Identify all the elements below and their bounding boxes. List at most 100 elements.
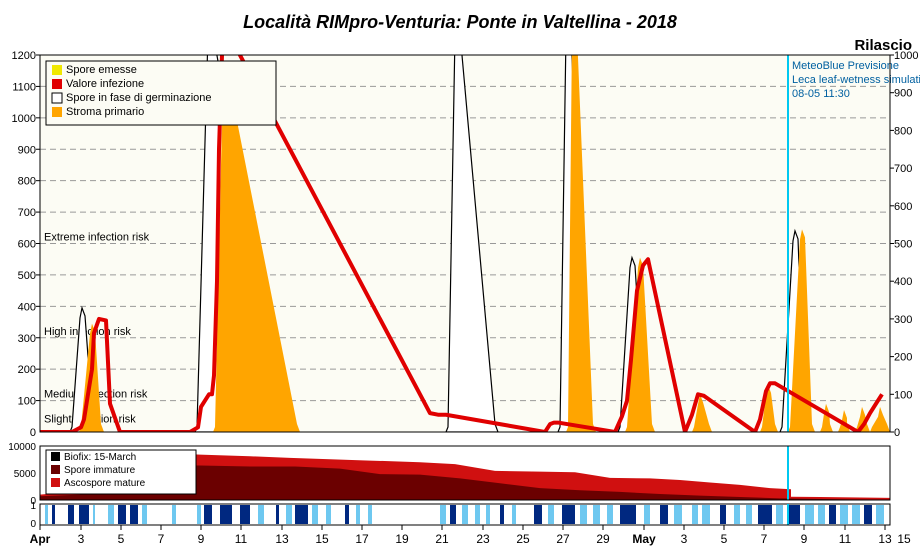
rain-bar bbox=[674, 505, 682, 524]
svg-text:0: 0 bbox=[30, 519, 36, 530]
ytick-right: 500 bbox=[894, 239, 912, 251]
xtick-label: May bbox=[632, 532, 656, 546]
xtick-label: 5 bbox=[118, 532, 125, 546]
rain-bar bbox=[142, 505, 147, 524]
ytick-right: 600 bbox=[894, 201, 912, 213]
rain-bar bbox=[734, 505, 740, 524]
sub-ytick: 10000 bbox=[8, 442, 36, 453]
rain-bar bbox=[692, 505, 698, 524]
rain-bar bbox=[240, 505, 250, 524]
legend-label: Ascospore mature bbox=[64, 478, 146, 489]
svg-text:1: 1 bbox=[30, 501, 36, 512]
rain-bar bbox=[220, 505, 232, 524]
forecast-text: 08-05 11:30 bbox=[792, 88, 850, 100]
xtick-label: 3 bbox=[681, 532, 688, 546]
chart-title: Località RIMpro-Venturia: Ponte in Valte… bbox=[243, 12, 677, 32]
ytick-right: 900 bbox=[894, 88, 912, 100]
ytick-left: 500 bbox=[18, 270, 36, 282]
rain-bar bbox=[500, 505, 504, 524]
rain-bar bbox=[486, 505, 490, 524]
legend-label: Valore infezione bbox=[66, 78, 144, 90]
rain-bar bbox=[758, 505, 772, 524]
ytick-right: 400 bbox=[894, 276, 912, 288]
legend-label: Biofix: 15-March bbox=[64, 452, 136, 463]
ytick-right: 0 bbox=[894, 427, 900, 439]
ytick-left: 200 bbox=[18, 364, 36, 376]
ytick-left: 0 bbox=[30, 427, 36, 439]
xtick-label: 9 bbox=[801, 532, 808, 546]
rain-bar bbox=[440, 505, 446, 524]
rain-bar bbox=[295, 505, 308, 524]
xtick-label: 7 bbox=[158, 532, 165, 546]
rain-bar bbox=[475, 505, 480, 524]
rain-bar bbox=[197, 505, 201, 524]
xtick-label: 13 bbox=[878, 532, 892, 546]
rain-bar bbox=[172, 505, 176, 524]
xtick-label: 15 bbox=[315, 532, 329, 546]
ytick-right: 800 bbox=[894, 125, 912, 137]
forecast-text: Leca leaf-wetness simulatio bbox=[792, 74, 920, 86]
xtick-label: 3 bbox=[78, 532, 85, 546]
rain-bar bbox=[840, 505, 848, 524]
rain-bar bbox=[204, 505, 212, 524]
rain-bar bbox=[258, 505, 264, 524]
risk-label: Extreme infection risk bbox=[44, 232, 150, 244]
ytick-right: 700 bbox=[894, 163, 912, 175]
xtick-label: Apr bbox=[30, 532, 51, 546]
xtick-label: 11 bbox=[839, 532, 852, 546]
ytick-left: 1100 bbox=[12, 81, 36, 93]
rain-bar bbox=[607, 505, 613, 524]
legend-label: Spore in fase di germinazione bbox=[66, 92, 212, 104]
legend-swatch bbox=[52, 93, 62, 103]
sub-ytick: 5000 bbox=[14, 469, 37, 480]
xtick-label: 23 bbox=[476, 532, 490, 546]
xtick-label: 27 bbox=[556, 532, 570, 546]
rain-bar bbox=[462, 505, 468, 524]
rain-bar bbox=[876, 505, 884, 524]
xtick-label: 5 bbox=[721, 532, 728, 546]
rain-bar bbox=[312, 505, 318, 524]
legend-swatch bbox=[52, 79, 62, 89]
legend-swatch bbox=[52, 107, 62, 117]
legend-swatch bbox=[51, 452, 60, 461]
ytick-right: 300 bbox=[894, 314, 912, 326]
rain-bar bbox=[512, 505, 516, 524]
rain-bar bbox=[805, 505, 814, 524]
rain-bar bbox=[818, 505, 825, 524]
xtick-label: 29 bbox=[596, 532, 610, 546]
xtick-label: 19 bbox=[395, 532, 409, 546]
ytick-left: 300 bbox=[18, 333, 36, 345]
rain-bar bbox=[593, 505, 600, 524]
rain-bar bbox=[45, 505, 48, 524]
rain-bar bbox=[118, 505, 126, 524]
ytick-left: 700 bbox=[18, 207, 36, 219]
rain-bar bbox=[79, 505, 89, 524]
xtick-label: 13 bbox=[275, 532, 289, 546]
ytick-right: 100 bbox=[894, 389, 912, 401]
rain-bar bbox=[580, 505, 587, 524]
rain-bar bbox=[52, 505, 55, 524]
rain-bar bbox=[829, 505, 836, 524]
legend-label: Stroma primario bbox=[66, 106, 144, 118]
rain-bar bbox=[562, 505, 575, 524]
rain-bar bbox=[276, 505, 279, 524]
rain-bar bbox=[776, 505, 783, 524]
rain-bar bbox=[108, 505, 114, 524]
rain-bar bbox=[345, 505, 349, 524]
rain-bar bbox=[746, 505, 752, 524]
ytick-left: 100 bbox=[18, 396, 36, 408]
rain-bar bbox=[620, 505, 636, 524]
rain-bar bbox=[644, 505, 650, 524]
xtick-label: 11 bbox=[235, 532, 248, 546]
xtick-label: 7 bbox=[761, 532, 768, 546]
ytick-left: 600 bbox=[18, 239, 36, 251]
rain-bar bbox=[702, 505, 710, 524]
xtick-label: 21 bbox=[435, 532, 449, 546]
risk-label: High infection risk bbox=[44, 326, 131, 338]
ytick-left: 1200 bbox=[12, 50, 36, 62]
ytick-left: 800 bbox=[18, 176, 36, 188]
rain-bar bbox=[368, 505, 372, 524]
legend-label: Spore immature bbox=[64, 465, 136, 476]
ytick-left: 400 bbox=[18, 301, 36, 313]
xtick-label: 17 bbox=[355, 532, 369, 546]
